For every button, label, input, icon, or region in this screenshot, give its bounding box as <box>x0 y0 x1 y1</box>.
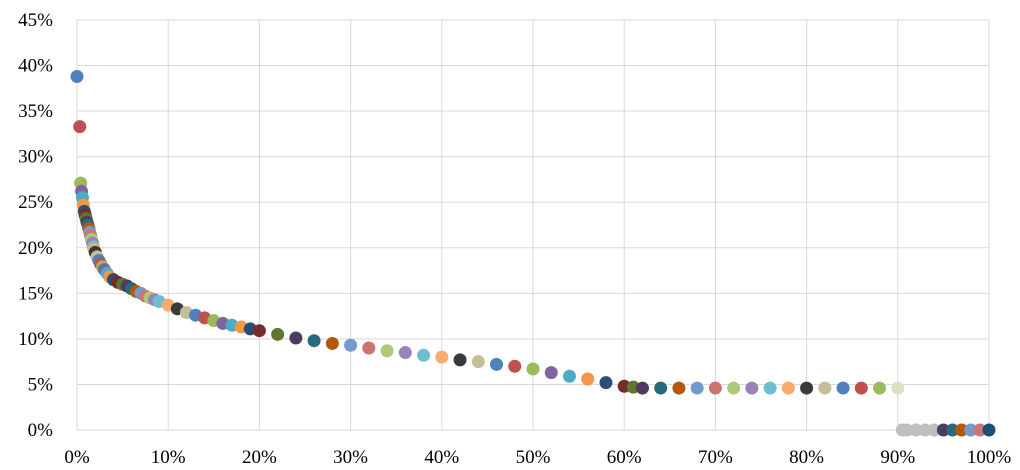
x-tick-label: 70% <box>698 447 733 468</box>
x-tick-label: 50% <box>516 447 551 468</box>
data-point <box>73 120 87 134</box>
y-axis-tick-labels: 0% 5% 10% 15% 20% 25% 30% 35% 40% 45% <box>18 10 53 441</box>
data-point <box>973 423 987 437</box>
data-point <box>654 381 668 395</box>
x-tick-label: 60% <box>607 447 642 468</box>
data-point <box>344 338 358 352</box>
data-point <box>490 357 504 371</box>
y-tick-label: 20% <box>18 238 53 259</box>
data-point <box>526 362 540 376</box>
x-tick-label: 20% <box>242 447 277 468</box>
x-tick-label: 30% <box>333 447 368 468</box>
data-point <box>252 324 266 338</box>
y-tick-label: 30% <box>18 147 53 168</box>
data-point <box>708 381 722 395</box>
data-point <box>955 423 969 437</box>
data-point <box>927 423 941 437</box>
data-point <box>982 423 996 437</box>
data-points <box>70 69 996 437</box>
data-point <box>946 423 960 437</box>
data-point <box>453 353 467 367</box>
data-point <box>581 372 595 386</box>
data-point <box>289 331 303 345</box>
data-point <box>70 69 84 83</box>
data-point <box>873 381 887 395</box>
y-tick-label: 35% <box>18 101 53 122</box>
data-point <box>417 348 431 362</box>
data-point <box>380 344 394 358</box>
y-tick-label: 25% <box>18 192 53 213</box>
y-tick-label: 10% <box>18 329 53 350</box>
data-point <box>727 381 741 395</box>
data-point <box>307 334 321 348</box>
data-point <box>900 423 914 437</box>
data-point <box>763 381 777 395</box>
data-point <box>800 381 814 395</box>
x-tick-label: 10% <box>151 447 186 468</box>
y-tick-label: 45% <box>18 10 53 31</box>
data-point <box>891 381 905 395</box>
data-point <box>435 350 449 364</box>
data-point <box>471 355 485 369</box>
data-point <box>936 423 950 437</box>
y-tick-label: 0% <box>28 420 54 441</box>
data-point <box>271 327 285 341</box>
data-point <box>909 423 923 437</box>
data-point <box>836 381 850 395</box>
data-point <box>964 423 978 437</box>
x-tick-label: 40% <box>424 447 459 468</box>
data-point <box>325 336 339 350</box>
data-point <box>599 376 613 390</box>
data-point <box>544 366 558 380</box>
x-tick-label: 0% <box>64 447 90 468</box>
data-point <box>362 341 376 355</box>
data-point <box>508 359 522 373</box>
x-tick-label: 100% <box>967 447 1012 468</box>
data-point <box>918 423 932 437</box>
data-point <box>781 381 795 395</box>
data-point <box>672 381 686 395</box>
data-point <box>562 369 576 383</box>
x-axis-tick-labels: 0% 10% 20% 30% 40% 50% 60% 70% 80% 90% 100% <box>64 447 1011 468</box>
data-point <box>854 381 868 395</box>
data-point <box>745 381 759 395</box>
data-point <box>818 381 832 395</box>
grid-lines <box>76 19 990 431</box>
data-point <box>398 346 412 360</box>
data-point <box>690 381 704 395</box>
x-tick-label: 90% <box>880 447 915 468</box>
x-tick-label: 80% <box>789 447 824 468</box>
y-tick-label: 5% <box>28 374 54 395</box>
data-point <box>635 381 649 395</box>
y-tick-label: 40% <box>18 56 53 77</box>
y-tick-label: 15% <box>18 283 53 304</box>
